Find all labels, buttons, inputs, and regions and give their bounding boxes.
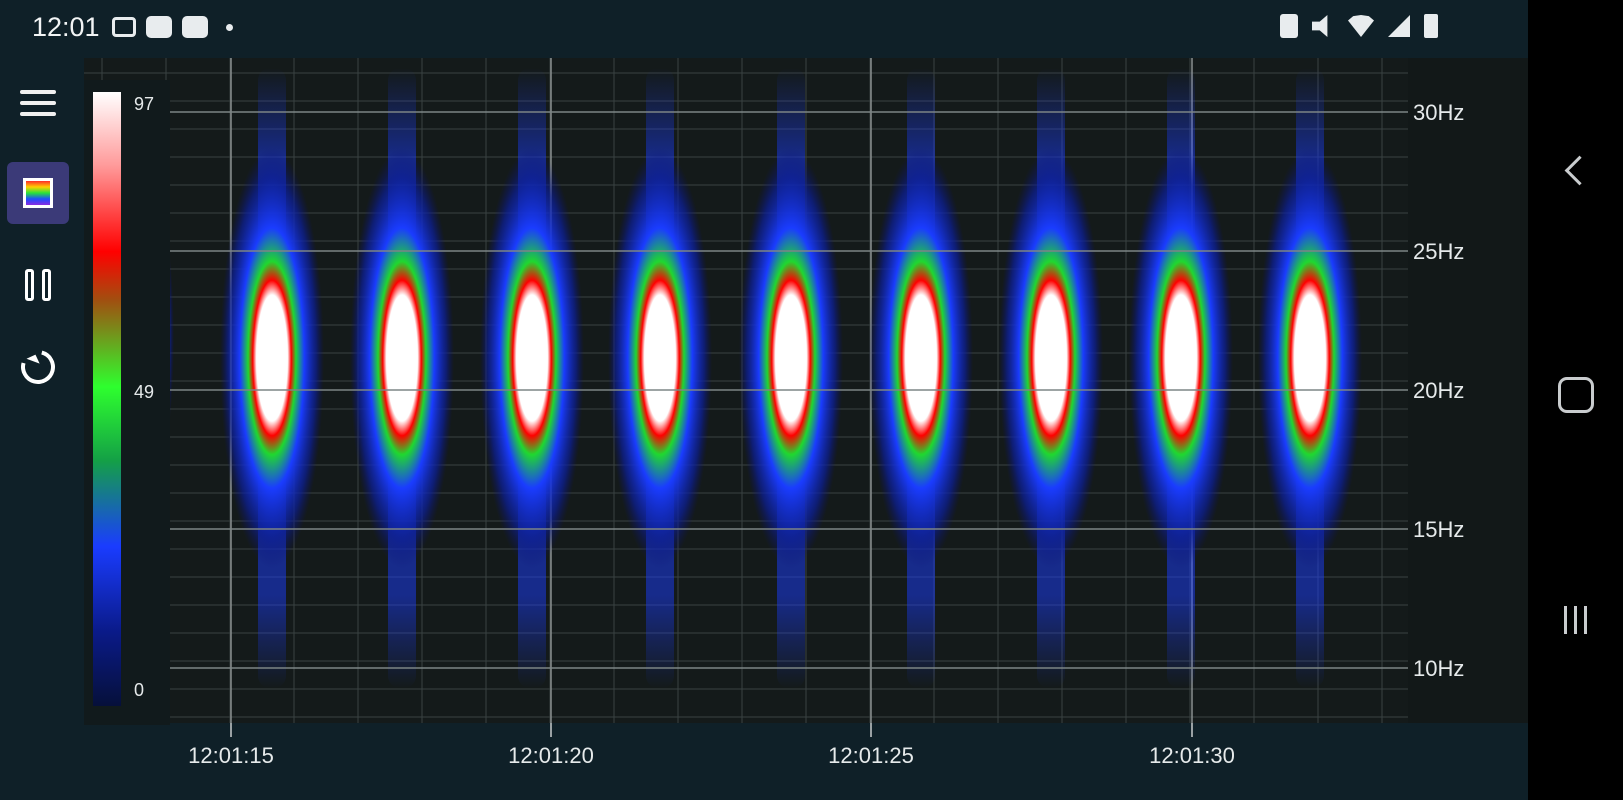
wifi-icon: [1348, 15, 1374, 37]
pause-button[interactable]: [7, 254, 69, 316]
system-icons: [1280, 14, 1438, 38]
colorbar: 97 49 0: [84, 80, 170, 725]
pause-icon: [25, 269, 51, 301]
spectrogram-icon: [23, 178, 53, 208]
home-button[interactable]: [1528, 360, 1623, 430]
colorbar-gradient: [93, 92, 121, 706]
menu-button[interactable]: [7, 72, 69, 134]
recents-button[interactable]: [1528, 585, 1623, 655]
signal-icon: [1388, 15, 1410, 37]
spectrogram-button[interactable]: [7, 162, 69, 224]
colorbar-min-label: 0: [134, 680, 145, 700]
colorbar-max-label: 97: [134, 94, 155, 114]
x-tick-label: 12:01:15: [188, 743, 274, 768]
x-tick-label: 12:01:20: [508, 743, 594, 768]
y-tick-label: 25Hz: [1413, 239, 1464, 264]
back-icon: [1564, 155, 1595, 185]
clipboard-icon: [1280, 14, 1298, 38]
x-axis: 12:01:15 12:01:20 12:01:25 12:01:30: [84, 723, 1528, 800]
k-icon: [112, 17, 136, 37]
dot-icon: [226, 23, 233, 31]
status-clock: 12:01: [32, 12, 100, 42]
reset-button[interactable]: [7, 336, 69, 398]
battery-charging-icon: [1424, 14, 1438, 38]
home-icon: [1557, 377, 1594, 413]
y-tick-label: 20Hz: [1413, 378, 1464, 403]
mute-icon: [1312, 15, 1328, 37]
teams-icon: [182, 16, 208, 38]
x-tick-label: 12:01:30: [1149, 743, 1235, 768]
recents-icon: [1564, 606, 1587, 634]
spectrogram-plot[interactable]: 30Hz 25Hz 20Hz 15Hz 10Hz 12:01:15 12:01:20 12:…: [84, 58, 1528, 800]
x-tick-label: 12:01:25: [828, 743, 914, 768]
y-tick-label: 10Hz: [1413, 656, 1464, 681]
navigation-bar: [1528, 0, 1623, 800]
colorbar-mid-label: 49: [134, 382, 155, 402]
reset-icon: [14, 343, 62, 391]
y-tick-label: 15Hz: [1413, 517, 1464, 542]
back-button[interactable]: [1528, 135, 1623, 205]
notification-icons: [112, 16, 233, 38]
y-axis: 30Hz 25Hz 20Hz 15Hz 10Hz: [84, 100, 1464, 681]
menu-icon: [20, 90, 56, 116]
side-toolbar: [0, 58, 84, 800]
status-bar: 12:01: [0, 0, 1528, 58]
y-tick-label: 30Hz: [1413, 100, 1464, 125]
teams-icon: [146, 16, 172, 38]
